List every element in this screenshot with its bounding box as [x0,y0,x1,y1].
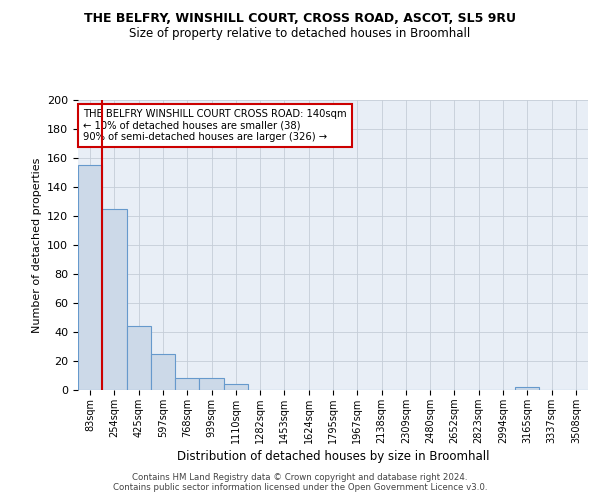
Bar [151,354,175,390]
Text: THE BELFRY, WINSHILL COURT, CROSS ROAD, ASCOT, SL5 9RU: THE BELFRY, WINSHILL COURT, CROSS ROAD, … [84,12,516,26]
Bar [127,326,151,390]
Bar [515,387,539,390]
Y-axis label: Number of detached properties: Number of detached properties [32,158,41,332]
Bar [224,384,248,390]
Bar [102,209,127,390]
Bar [78,165,102,390]
Text: Contains HM Land Registry data © Crown copyright and database right 2024.
Contai: Contains HM Land Registry data © Crown c… [113,473,487,492]
Bar [175,378,199,390]
Text: THE BELFRY WINSHILL COURT CROSS ROAD: 140sqm
← 10% of detached houses are smalle: THE BELFRY WINSHILL COURT CROSS ROAD: 14… [83,108,347,142]
X-axis label: Distribution of detached houses by size in Broomhall: Distribution of detached houses by size … [177,450,489,463]
Text: Size of property relative to detached houses in Broomhall: Size of property relative to detached ho… [130,28,470,40]
Bar [199,378,224,390]
